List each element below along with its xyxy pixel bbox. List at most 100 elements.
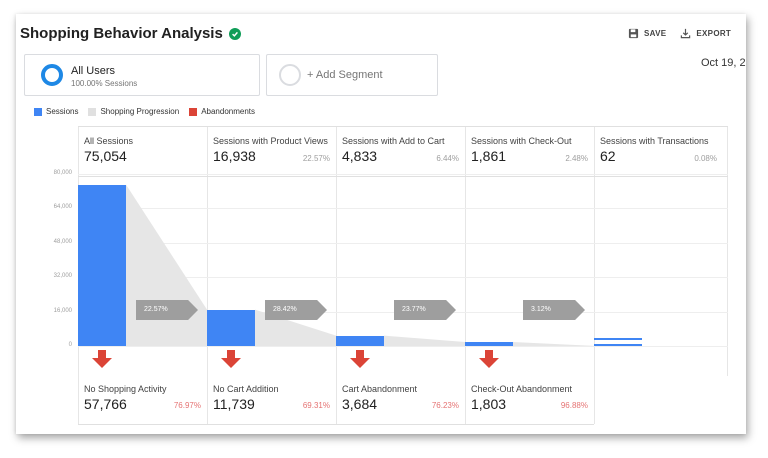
legend-label-abandonments: Abandonments bbox=[201, 107, 256, 116]
abandonment-cell[interactable]: No Cart Addition 11,739 69.31% bbox=[213, 384, 336, 424]
page-title-text: Shopping Behavior Analysis bbox=[20, 25, 223, 42]
sessions-bar[interactable] bbox=[207, 309, 255, 346]
y-tick-label: 0 bbox=[68, 342, 72, 348]
add-segment-label: + Add Segment bbox=[307, 69, 383, 81]
shopping-funnel: 80,000 64,000 48,000 32,000 16,000 0 All Sessi… bbox=[16, 14, 746, 434]
gridline bbox=[78, 242, 728, 244]
gridline bbox=[78, 174, 728, 175]
legend-item-sessions: Sessions bbox=[34, 107, 78, 116]
abandonment-percent: 69.31% bbox=[302, 401, 330, 410]
abandonment-label: Check-Out Abandonment bbox=[471, 384, 573, 394]
verified-check-icon bbox=[228, 27, 241, 40]
legend-label-sessions: Sessions bbox=[46, 107, 79, 116]
abandonment-cell[interactable]: No Shopping Activity 57,766 76.97% bbox=[84, 384, 207, 424]
y-tick-label: 16,000 bbox=[53, 307, 72, 314]
abandonment-percent: 76.23% bbox=[431, 401, 459, 410]
y-tick-label: 48,000 bbox=[53, 238, 72, 245]
save-icon bbox=[628, 28, 639, 39]
empty-ring-icon bbox=[279, 64, 301, 86]
sessions-bar[interactable] bbox=[594, 338, 642, 346]
abandonment-label: No Cart Addition bbox=[213, 384, 279, 394]
column-divider bbox=[594, 126, 595, 424]
stage-value: 1,861 bbox=[471, 148, 507, 164]
abandonment-label: Cart Abandonment bbox=[342, 384, 418, 394]
export-button[interactable]: EXPORT bbox=[680, 28, 731, 39]
stage-header-border bbox=[78, 176, 728, 177]
stage-label: Sessions with Transactions bbox=[600, 136, 709, 146]
sessions-bar[interactable] bbox=[465, 341, 513, 346]
gridline bbox=[78, 208, 728, 210]
stage-header: Sessions with Check-Out 1,861 2.48% bbox=[471, 136, 594, 176]
legend-swatch-abandonments bbox=[189, 107, 198, 116]
sessions-bar[interactable] bbox=[78, 184, 126, 346]
segment-ring-icon bbox=[41, 64, 63, 86]
stage-value: 62 bbox=[600, 148, 616, 164]
gridline bbox=[78, 277, 728, 279]
page-title: Shopping Behavior Analysis bbox=[20, 25, 241, 42]
legend-item-abandonments: Abandonments bbox=[189, 107, 255, 116]
stage-value: 4,833 bbox=[342, 148, 378, 164]
footer-border bbox=[78, 424, 594, 425]
stage-value: 75,054 bbox=[84, 148, 127, 164]
stage-percent: 6.44% bbox=[436, 154, 459, 163]
stage-label: Sessions with Check-Out bbox=[471, 136, 572, 146]
column-divider bbox=[465, 126, 466, 424]
report-card: Shopping Behavior Analysis SAVE EXPORT A… bbox=[16, 14, 746, 434]
legend-label-progression: Shopping Progression bbox=[100, 107, 180, 116]
stage-label: Sessions with Product Views bbox=[213, 136, 328, 146]
abandonment-down-arrow-icon bbox=[479, 350, 499, 368]
stage-percent: 2.48% bbox=[565, 154, 588, 163]
progression-rate-tag: 22.57% bbox=[136, 300, 198, 320]
legend-item-progression: Shopping Progression bbox=[88, 107, 179, 116]
stage-value: 16,938 bbox=[213, 148, 256, 164]
abandonment-cell[interactable]: Check-Out Abandonment 1,803 96.88% bbox=[471, 384, 594, 424]
y-tick-label: 80,000 bbox=[53, 170, 72, 176]
legend: Sessions Shopping Progression Abandonmen… bbox=[34, 107, 255, 116]
segment-name: All Users bbox=[71, 65, 116, 77]
stage-label: Sessions with Add to Cart bbox=[342, 136, 445, 146]
abandonment-cell[interactable]: Cart Abandonment 3,684 76.23% bbox=[342, 384, 465, 424]
abandonment-value: 11,739 bbox=[213, 396, 255, 412]
progression-rate-tag: 3.12% bbox=[523, 300, 585, 320]
stage-label: All Sessions bbox=[84, 136, 134, 146]
download-icon bbox=[681, 28, 691, 39]
save-button[interactable]: SAVE bbox=[628, 28, 666, 39]
progression-shape bbox=[513, 341, 594, 346]
abandonment-down-arrow-icon bbox=[92, 350, 112, 368]
stage-percent: 0.08% bbox=[694, 154, 717, 163]
abandonment-percent: 96.88% bbox=[560, 401, 588, 410]
abandonment-percent: 76.97% bbox=[173, 401, 201, 410]
abandonment-value: 3,684 bbox=[342, 396, 378, 412]
column-divider bbox=[727, 126, 728, 376]
abandonment-value: 57,766 bbox=[84, 396, 127, 412]
header-border bbox=[78, 126, 728, 127]
column-divider bbox=[336, 126, 337, 424]
abandonment-down-arrow-icon bbox=[221, 350, 241, 368]
stage-percent: 22.57% bbox=[302, 154, 330, 163]
stage-header: Sessions with Product Views 16,938 22.57% bbox=[213, 136, 336, 176]
add-segment-button[interactable]: + Add Segment bbox=[266, 54, 438, 96]
stage-header: Sessions with Add to Cart 4,833 6.44% bbox=[342, 136, 465, 176]
segment-sessions-share: 100.00% Sessions bbox=[71, 79, 138, 88]
stage-header: Sessions with Transactions 62 0.08% bbox=[600, 136, 723, 176]
date-range-picker[interactable]: Oct 19, 2 bbox=[701, 57, 746, 69]
progression-shape bbox=[384, 335, 465, 346]
save-label: SAVE bbox=[644, 29, 667, 38]
toolbar: SAVE EXPORT bbox=[628, 28, 746, 39]
y-tick-label: 32,000 bbox=[53, 273, 72, 280]
gridline bbox=[78, 346, 728, 347]
sessions-bar[interactable] bbox=[336, 335, 384, 346]
stage-header: All Sessions 75,054 bbox=[84, 136, 207, 176]
legend-swatch-sessions bbox=[34, 107, 42, 116]
export-label: EXPORT bbox=[696, 29, 732, 38]
y-tick-label: 64,000 bbox=[53, 204, 72, 211]
abandonment-value: 1,803 bbox=[471, 396, 507, 412]
column-divider bbox=[207, 126, 208, 424]
progression-shape bbox=[126, 184, 207, 346]
progression-rate-tag: 23.77% bbox=[394, 300, 456, 320]
segment-all-users[interactable]: All Users 100.00% Sessions bbox=[24, 54, 260, 96]
legend-swatch-progression bbox=[88, 107, 97, 116]
abandonment-label: No Shopping Activity bbox=[84, 384, 167, 394]
abandonment-down-arrow-icon bbox=[350, 350, 370, 368]
progression-rate-tag: 28.42% bbox=[265, 300, 327, 320]
